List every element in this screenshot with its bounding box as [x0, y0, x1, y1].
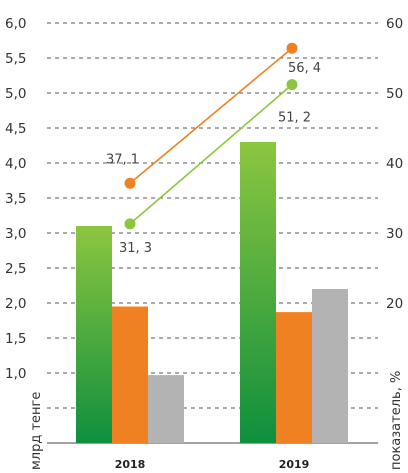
- line-point: [286, 79, 298, 91]
- line-group: [124, 42, 298, 230]
- label-group: 1,0 1,5 2,0 2,5 3,0 3,5 4,0 4,5 5,0 5,5 6,0 20 30 40 5…: [5, 16, 404, 471]
- data-label: 37, 1: [106, 152, 139, 167]
- bar: [240, 142, 276, 443]
- bar: [76, 226, 112, 443]
- left-tick-label: 1,0: [5, 366, 26, 382]
- right-tick-label: 30: [386, 226, 403, 242]
- right-tick-label: 40: [386, 156, 403, 172]
- bar: [148, 375, 184, 443]
- right-tick-label: 20: [386, 296, 403, 312]
- x-tick-label: 2019: [279, 458, 310, 471]
- left-tick-label: 6,0: [5, 16, 26, 32]
- left-tick-label: 3,5: [5, 191, 26, 207]
- data-label: 51, 2: [278, 111, 311, 126]
- bar: [312, 289, 348, 443]
- data-label: 31, 3: [119, 241, 152, 256]
- line-point: [124, 177, 136, 189]
- left-tick-label: 4,5: [5, 121, 26, 137]
- bar-group: [76, 142, 348, 443]
- line-point: [124, 218, 136, 230]
- right-tick-label: 60: [386, 16, 403, 32]
- left-tick-label: 2,5: [5, 261, 26, 277]
- left-tick-label: 5,5: [5, 51, 26, 67]
- left-tick-label: 2,0: [5, 296, 26, 312]
- series-line: [129, 83, 293, 225]
- right-tick-label: 50: [386, 86, 403, 102]
- right-axis-title: показатель, %: [389, 371, 404, 470]
- line-point: [286, 42, 298, 54]
- x-tick-label: 2018: [115, 458, 146, 471]
- left-tick-label: 1,5: [5, 331, 26, 347]
- bar: [276, 312, 312, 443]
- left-tick-label: 3,0: [5, 226, 26, 242]
- left-tick-label: 5,0: [5, 86, 26, 102]
- data-label: 56, 4: [288, 61, 321, 76]
- left-tick-label: 4,0: [5, 156, 26, 172]
- series-line: [129, 47, 293, 184]
- left-axis-title: млрд тенге: [29, 392, 44, 470]
- bar: [112, 306, 148, 443]
